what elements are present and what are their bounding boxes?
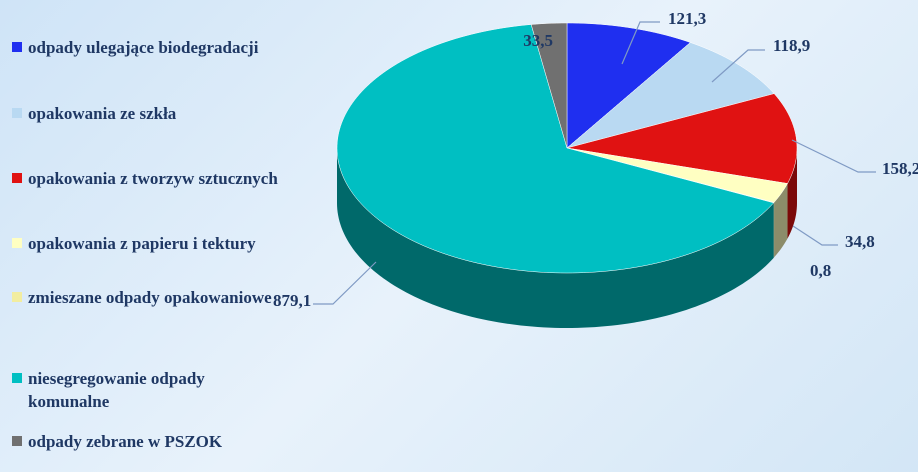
legend-label: odpady zebrane w PSZOK xyxy=(28,432,223,451)
slice xyxy=(530,22,568,149)
legend-label: odpady ulegające biodegradacji xyxy=(28,38,259,57)
legend-swatch xyxy=(12,292,22,302)
legend-label: zmieszane odpady opakowaniowe xyxy=(28,288,272,307)
legend-swatch xyxy=(12,108,22,118)
legend-item: opakowania ze szkła xyxy=(12,102,278,125)
slice-side xyxy=(787,148,797,239)
data-label: 118,9 xyxy=(773,36,810,55)
legend-item: zmieszane odpady opakowaniowe xyxy=(12,286,278,309)
legend-label: opakowania ze szkła xyxy=(28,104,177,123)
slice xyxy=(566,147,788,203)
legend-swatch xyxy=(12,436,22,446)
leader-line xyxy=(313,261,377,305)
leader-line xyxy=(711,49,765,83)
legend-label: niesegregowanie odpady komunalne xyxy=(28,369,205,411)
legend-item: odpady zebrane w PSZOK xyxy=(12,430,278,453)
data-label: 879,1 xyxy=(273,291,311,310)
slice xyxy=(566,93,798,184)
legend-swatch xyxy=(12,238,22,248)
leader-line xyxy=(792,225,838,246)
data-label: 33,5 xyxy=(523,31,553,50)
data-label: 0,8 xyxy=(810,261,831,280)
slice xyxy=(566,22,691,149)
legend-swatch xyxy=(12,373,22,383)
data-label: 34,8 xyxy=(845,232,875,251)
slice xyxy=(566,42,775,149)
slice xyxy=(336,24,775,274)
slice-side xyxy=(774,183,788,258)
legend-label: opakowania z tworzyw sztucznych xyxy=(28,169,278,188)
legend-swatch xyxy=(12,42,22,52)
leader-line xyxy=(791,139,876,173)
data-label: 158,2 xyxy=(882,159,918,178)
legend-item: opakowania z tworzyw sztucznych xyxy=(12,167,278,190)
legend-label: opakowania z papieru i tektury xyxy=(28,234,256,253)
legend-item: odpady ulegające biodegradacji xyxy=(12,36,278,59)
data-label: 121,3 xyxy=(668,9,706,28)
slice-side xyxy=(337,148,774,328)
leader-line xyxy=(621,21,660,65)
legend-item: opakowania z papieru i tektury xyxy=(12,232,278,255)
legend-item: niesegregowanie odpady komunalne xyxy=(12,367,278,413)
legend-swatch xyxy=(12,173,22,183)
